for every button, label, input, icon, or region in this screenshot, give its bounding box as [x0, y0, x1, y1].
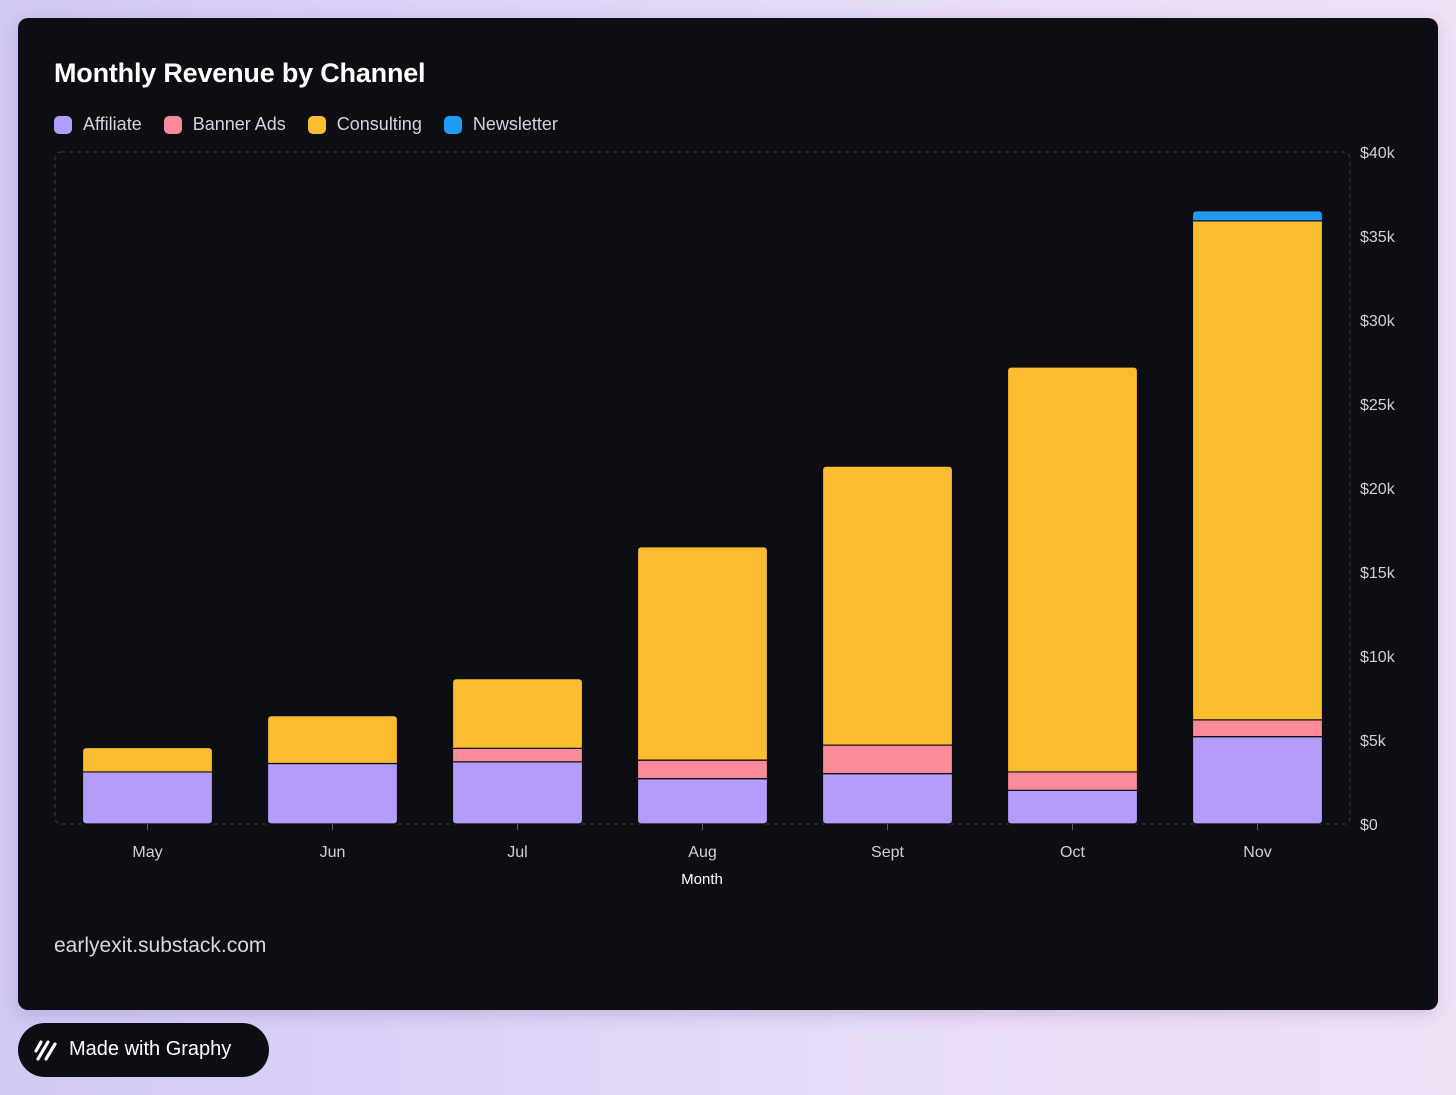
bar-may-affiliate — [81, 771, 214, 825]
bar-aug-consulting — [636, 546, 769, 761]
bar-oct-consulting — [1006, 366, 1139, 773]
legend-item-banner-ads[interactable]: Banner Ads — [163, 114, 286, 135]
bar-jun-consulting — [266, 715, 399, 765]
bar-sept-affiliate — [821, 773, 954, 825]
bar-nov-consulting — [1191, 220, 1324, 721]
bars-layer — [81, 210, 1324, 825]
x-tick-label-aug: Aug — [688, 844, 716, 861]
legend-swatch-banner-ads — [163, 115, 182, 134]
bar-nov-newsletter — [1191, 210, 1324, 222]
legend-swatch-newsletter — [443, 115, 462, 134]
source-url[interactable]: earlyexit.substack.com — [54, 934, 267, 957]
x-axis: May Jun Jul Aug Sept Oct Nov — [132, 824, 1272, 861]
graphy-logo-icon — [34, 1040, 57, 1061]
chart-legend: Affiliate Banner Ads Consulting Newslett… — [54, 114, 580, 135]
x-tick-label-jul: Jul — [507, 844, 527, 861]
legend-item-affiliate[interactable]: Affiliate — [54, 114, 142, 135]
legend-item-consulting[interactable]: Consulting — [307, 114, 422, 135]
bar-jul-consulting — [451, 678, 584, 749]
bar-jul-affiliate — [451, 761, 584, 825]
chart-card: Monthly Revenue by Channel Affiliate Ban… — [18, 18, 1438, 1010]
bar-nov-banner-ads — [1191, 719, 1324, 738]
y-axis: $0 $5k $10k $15k $20k $25k $30k $35k $40k — [1360, 145, 1396, 834]
y-tick-label-3: $15k — [1360, 565, 1396, 582]
bar-jul-banner-ads — [451, 747, 584, 763]
chart-title: Monthly Revenue by Channel — [54, 58, 426, 88]
y-tick-label-7: $35k — [1360, 229, 1396, 246]
bar-aug-affiliate — [636, 778, 769, 825]
legend-label-banner-ads: Banner Ads — [192, 114, 286, 134]
x-tick-label-nov: Nov — [1243, 844, 1271, 861]
made-with-graphy-badge[interactable]: Made with Graphy — [18, 1023, 269, 1077]
x-tick-label-jun: Jun — [320, 844, 346, 861]
legend-label-consulting: Consulting — [336, 114, 422, 134]
bar-oct-affiliate — [1006, 789, 1139, 825]
y-tick-label-4: $20k — [1360, 481, 1396, 498]
y-tick-label-1: $5k — [1360, 733, 1387, 750]
y-tick-label-2: $10k — [1360, 649, 1396, 666]
legend-label-newsletter: Newsletter — [472, 114, 558, 134]
bar-sept-banner-ads — [821, 744, 954, 775]
x-tick-label-sept: Sept — [871, 844, 904, 861]
bar-may-consulting — [81, 746, 214, 773]
x-tick-label-oct: Oct — [1060, 844, 1085, 861]
legend-swatch-consulting — [307, 115, 326, 134]
bar-nov-affiliate — [1191, 736, 1324, 825]
bar-jun-affiliate — [266, 762, 399, 825]
bar-oct-banner-ads — [1006, 771, 1139, 791]
y-tick-label-8: $40k — [1360, 145, 1396, 162]
x-axis-title: Month — [681, 871, 723, 888]
bar-sept-consulting — [821, 465, 954, 746]
x-tick-label-may: May — [132, 844, 162, 861]
y-tick-label-5: $25k — [1360, 397, 1396, 414]
legend-item-newsletter[interactable]: Newsletter — [443, 114, 558, 135]
y-tick-label-6: $30k — [1360, 313, 1396, 330]
legend-swatch-affiliate — [54, 115, 72, 134]
bar-chart: May Jun Jul Aug Sept Oct Nov $0 $5k $10k $15k $20k… — [54, 145, 1396, 888]
y-tick-label-0: $0 — [1360, 817, 1378, 834]
badge-label: Made with Graphy — [69, 1038, 232, 1060]
bar-aug-banner-ads — [636, 759, 769, 780]
legend-label-affiliate: Affiliate — [83, 114, 142, 134]
